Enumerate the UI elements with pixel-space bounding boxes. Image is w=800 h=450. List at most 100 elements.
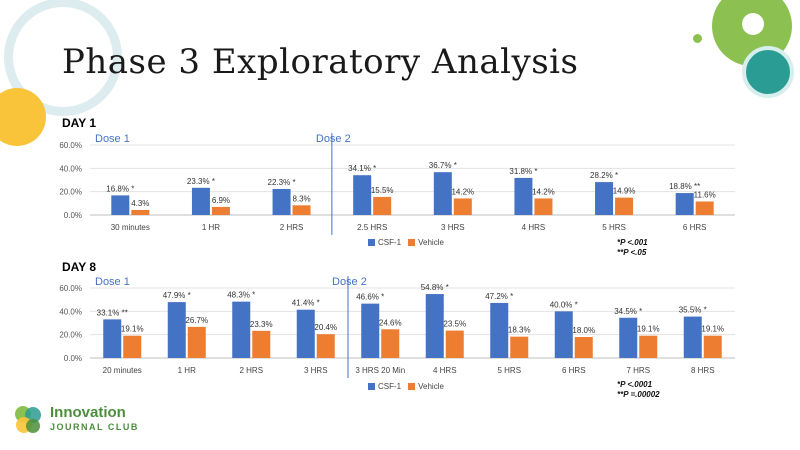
legend-swatch-csf1 xyxy=(368,239,375,246)
x-tick-label: 7 HRS xyxy=(626,366,650,375)
bar-vehicle xyxy=(381,329,400,358)
x-tick-label: 6 HRS xyxy=(562,366,586,375)
legend-label-csf1: CSF-1 xyxy=(378,382,402,391)
bar-csf1 xyxy=(514,177,533,215)
bar-csf1 xyxy=(675,193,694,215)
data-label-vehicle: 23.5% xyxy=(443,320,466,329)
data-label-vehicle: 19.1% xyxy=(121,325,144,334)
x-tick-label: 3 HRS xyxy=(304,366,328,375)
y-tick-label: 0.0% xyxy=(64,354,82,363)
bar-csf1 xyxy=(595,182,614,215)
logo-line-2: JOURNAL CLUB xyxy=(50,422,139,432)
data-label-vehicle: 26.7% xyxy=(185,316,208,325)
deco-circle-white-dot xyxy=(742,13,764,35)
bar-vehicle xyxy=(316,334,335,358)
bar-csf1 xyxy=(111,195,130,215)
dose-1-label: Dose 1 xyxy=(95,133,130,145)
bar-vehicle xyxy=(695,201,714,215)
bar-csf1 xyxy=(433,172,452,215)
x-tick-label: 3 HRS 20 Min xyxy=(355,366,405,375)
x-tick-label: 1 HR xyxy=(178,366,196,375)
bar-csf1 xyxy=(191,187,210,215)
deco-dot-green xyxy=(693,34,702,43)
bar-csf1 xyxy=(619,317,638,358)
data-label-csf1: 46.6% * xyxy=(356,293,384,302)
x-tick-label: 2.5 HRS xyxy=(357,223,387,232)
deco-circle-yellow xyxy=(0,88,46,146)
data-label-vehicle: 24.6% xyxy=(379,318,402,327)
data-label-vehicle: 14.2% xyxy=(451,187,474,196)
data-label-vehicle: 19.1% xyxy=(637,325,660,334)
day8-legend: CSF-1 Vehicle xyxy=(368,382,444,391)
day8-bar-chart: 0.0% 20.0% 40.0% 60.0% 33.1% ** 19.1% 20 minut… xyxy=(59,276,735,378)
x-tick-label: 30 minutes xyxy=(111,223,150,232)
x-tick-label: 6 HRS xyxy=(683,223,707,232)
data-label-csf1: 47.9% * xyxy=(163,291,191,300)
bar-vehicle xyxy=(252,330,271,358)
x-tick-label: 4 HRS xyxy=(522,223,546,232)
bar-csf1 xyxy=(296,309,315,358)
logo: Innovation JOURNAL CLUB xyxy=(12,403,139,437)
y-tick-label: 0.0% xyxy=(64,211,82,220)
data-label-csf1: 33.1% ** xyxy=(97,308,128,317)
legend-label-vehicle: Vehicle xyxy=(418,238,444,247)
bar-vehicle xyxy=(639,335,658,358)
bar-vehicle xyxy=(292,205,311,215)
x-tick-label: 5 HRS xyxy=(497,366,521,375)
data-label-csf1: 28.2% * xyxy=(590,171,618,180)
legend-label-csf1: CSF-1 xyxy=(378,238,402,247)
x-tick-label: 5 HRS xyxy=(602,223,626,232)
y-tick-label: 20.0% xyxy=(59,331,82,340)
data-label-csf1: 31.8% * xyxy=(509,167,537,176)
day8-footnote-2: **P =.00002 xyxy=(617,390,660,399)
data-label-vehicle: 8.3% xyxy=(292,194,310,203)
day1-footnotes: *P <.001 **P <.05 xyxy=(617,238,648,258)
deco-ring-top-left xyxy=(4,0,122,116)
data-label-csf1: 18.8% ** xyxy=(669,182,700,191)
bar-vehicle xyxy=(123,335,142,358)
data-label-vehicle: 6.9% xyxy=(212,196,230,205)
data-label-csf1: 48.3% * xyxy=(227,291,255,300)
data-label-vehicle: 20.4% xyxy=(314,323,337,332)
bar-csf1 xyxy=(490,302,509,358)
bar-vehicle xyxy=(453,198,472,215)
data-label-csf1: 16.8% * xyxy=(106,184,134,193)
y-tick-label: 40.0% xyxy=(59,164,82,173)
dose-2-label: Dose 2 xyxy=(332,276,367,288)
x-tick-label: 3 HRS xyxy=(441,223,465,232)
data-label-csf1: 41.4% * xyxy=(292,299,320,308)
x-tick-label: 2 HRS xyxy=(280,223,304,232)
bar-csf1 xyxy=(425,294,444,358)
data-label-csf1: 36.7% * xyxy=(429,161,457,170)
data-label-vehicle: 18.3% xyxy=(508,326,531,335)
bar-vehicle xyxy=(187,326,206,358)
data-label-csf1: 47.2% * xyxy=(485,292,513,301)
data-label-vehicle: 4.3% xyxy=(131,199,149,208)
y-tick-label: 20.0% xyxy=(59,188,82,197)
x-tick-label: 2 HRS xyxy=(239,366,263,375)
data-label-vehicle: 19.1% xyxy=(701,325,724,334)
bar-vehicle xyxy=(574,337,593,358)
data-label-csf1: 40.0% * xyxy=(550,300,578,309)
bar-csf1 xyxy=(683,316,702,358)
day1-footnote-2: **P <.05 xyxy=(617,248,647,257)
x-tick-label: 4 HRS xyxy=(433,366,457,375)
day1-legend: CSF-1 Vehicle xyxy=(368,238,444,247)
bar-vehicle xyxy=(534,198,553,215)
bar-vehicle xyxy=(510,336,529,358)
legend-swatch-vehicle xyxy=(408,239,416,246)
data-label-vehicle: 18.0% xyxy=(572,326,595,335)
data-label-csf1: 34.1% * xyxy=(348,164,376,173)
x-tick-label: 8 HRS xyxy=(691,366,715,375)
slide-title: Phase 3 Exploratory Analysis xyxy=(62,42,579,82)
dose-2-label: Dose 2 xyxy=(316,133,351,145)
data-label-csf1: 35.5% * xyxy=(679,306,707,315)
data-label-vehicle: 14.2% xyxy=(532,187,555,196)
x-tick-label: 20 minutes xyxy=(103,366,142,375)
data-label-vehicle: 23.3% xyxy=(250,320,273,329)
bar-vehicle xyxy=(703,335,722,358)
y-tick-label: 60.0% xyxy=(59,284,82,293)
legend-label-vehicle: Vehicle xyxy=(418,382,444,391)
bar-vehicle xyxy=(211,206,230,215)
data-label-vehicle: 14.9% xyxy=(613,187,636,196)
